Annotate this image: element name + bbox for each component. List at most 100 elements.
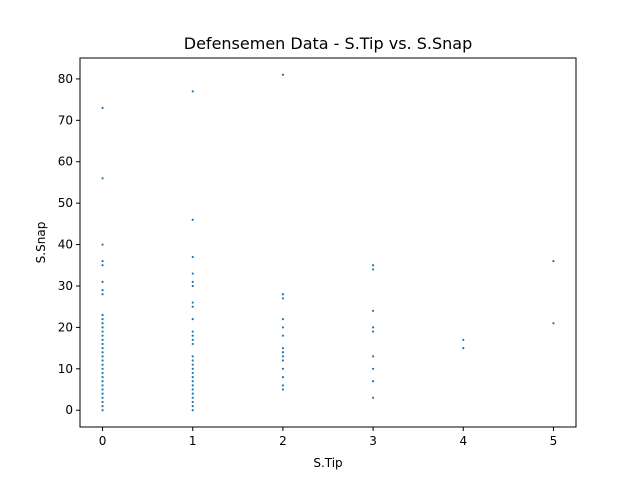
- data-point: [101, 313, 104, 317]
- y-axis-ticks: 0 10 20 30 40 50 60 70 80: [58, 72, 80, 417]
- data-point: [191, 305, 194, 308]
- data-point: [101, 359, 104, 362]
- data-point: [281, 384, 285, 387]
- data-point: [101, 363, 104, 366]
- data-point: [191, 334, 194, 337]
- data-point: [191, 355, 194, 358]
- chart-title: Defensemen Data - S.Tip vs. S.Snap: [184, 34, 472, 53]
- data-point: [191, 396, 194, 399]
- data-point: [101, 396, 104, 399]
- data-point: [101, 355, 104, 358]
- y-tick-label: 60: [58, 155, 73, 169]
- data-point: [371, 268, 375, 271]
- data-point: [371, 380, 375, 383]
- data-point: [101, 392, 104, 395]
- data-point: [371, 309, 375, 312]
- data-point: [101, 330, 104, 333]
- x-tick-label: 2: [279, 434, 287, 448]
- data-point: [101, 342, 104, 346]
- data-point: [462, 338, 465, 341]
- data-point: [101, 243, 104, 246]
- data-point: [191, 342, 194, 346]
- data-point: [191, 363, 194, 366]
- data-point: [281, 359, 285, 362]
- data-point: [101, 293, 104, 296]
- data-point: [101, 106, 104, 109]
- data-point: [281, 351, 285, 354]
- data-point: [191, 318, 194, 321]
- y-tick-label: 20: [58, 320, 73, 334]
- data-point: [191, 301, 194, 304]
- data-point: [101, 351, 104, 354]
- data-point: [191, 284, 194, 288]
- data-point: [101, 334, 104, 337]
- y-tick-label: 80: [58, 72, 73, 86]
- data-point: [191, 255, 194, 259]
- data-point: [552, 322, 555, 325]
- data-point: [191, 338, 194, 341]
- data-point: [101, 409, 104, 412]
- y-tick-label: 10: [58, 362, 73, 376]
- data-point: [191, 90, 194, 93]
- data-point: [101, 367, 104, 370]
- data-point: [462, 347, 465, 350]
- data-point: [101, 322, 104, 325]
- scatter-points: [101, 73, 555, 412]
- x-axis-label: S.Tip: [313, 456, 342, 470]
- data-point: [191, 380, 194, 383]
- data-point: [281, 334, 285, 337]
- data-point: [101, 347, 104, 350]
- x-tick-label: 1: [189, 434, 197, 448]
- data-point: [101, 400, 104, 404]
- data-point: [191, 359, 194, 362]
- y-tick-label: 40: [58, 238, 73, 252]
- data-point: [191, 272, 194, 275]
- data-point: [101, 177, 104, 180]
- y-axis-label: S.Snap: [34, 222, 48, 264]
- data-point: [281, 388, 285, 391]
- y-tick-label: 50: [58, 196, 73, 210]
- x-tick-label: 0: [99, 434, 107, 448]
- data-point: [101, 289, 104, 292]
- data-point: [281, 355, 285, 358]
- data-point: [101, 338, 104, 341]
- data-point: [191, 409, 194, 412]
- data-point: [371, 326, 375, 329]
- data-point: [101, 384, 104, 387]
- data-point: [281, 347, 285, 350]
- data-point: [191, 384, 194, 387]
- data-point: [281, 297, 285, 300]
- data-point: [191, 280, 194, 283]
- data-point: [371, 264, 375, 267]
- x-tick-label: 5: [550, 434, 558, 448]
- data-point: [281, 318, 285, 321]
- x-tick-label: 3: [369, 434, 377, 448]
- data-point: [101, 260, 104, 263]
- data-point: [281, 376, 285, 379]
- data-point: [101, 264, 104, 267]
- data-point: [281, 293, 285, 296]
- data-point: [191, 388, 194, 391]
- data-point: [371, 396, 375, 399]
- data-point: [191, 400, 194, 404]
- data-point: [191, 392, 194, 395]
- data-point: [191, 330, 194, 333]
- data-point: [191, 376, 194, 379]
- data-point: [101, 318, 104, 321]
- data-point: [191, 371, 194, 375]
- x-axis-ticks: 0 1 2 3 4 5: [99, 427, 558, 448]
- data-point: [191, 218, 194, 221]
- data-point: [371, 367, 375, 370]
- data-point: [371, 355, 375, 358]
- y-tick-label: 30: [58, 279, 73, 293]
- data-point: [281, 326, 285, 329]
- data-point: [552, 260, 555, 263]
- data-point: [101, 404, 104, 408]
- data-point: [101, 371, 104, 375]
- data-point: [191, 404, 194, 408]
- y-tick-label: 70: [58, 113, 73, 127]
- x-tick-label: 4: [459, 434, 467, 448]
- data-point: [371, 330, 375, 333]
